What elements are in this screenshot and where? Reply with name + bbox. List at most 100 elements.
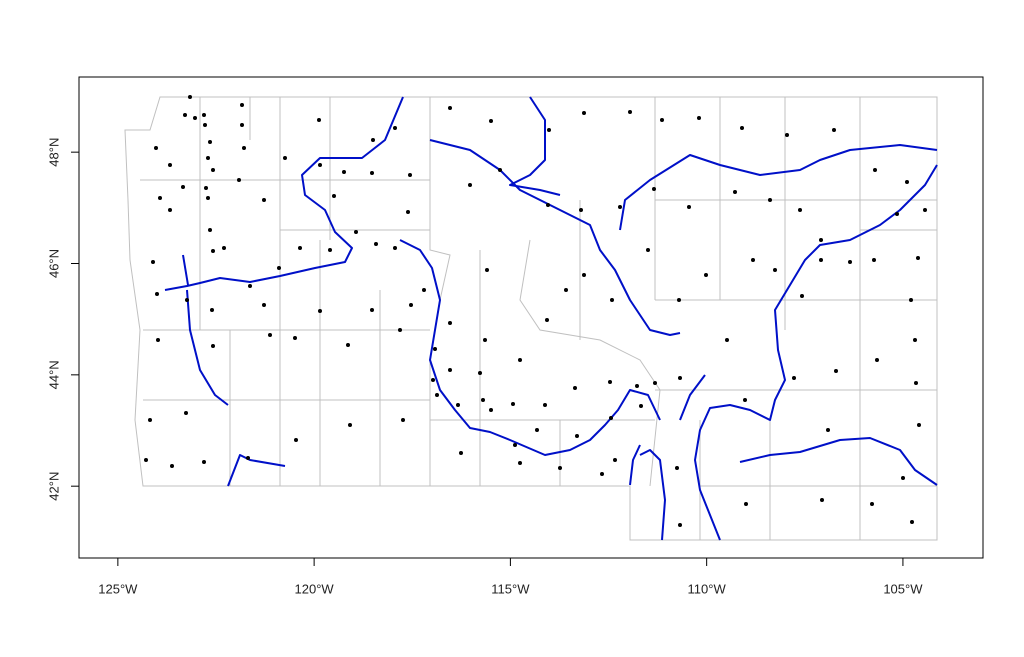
x-tick-label: 120°W [295,581,335,596]
station-dot [564,288,568,292]
station-dot [573,386,577,390]
river [639,449,666,541]
station-dot [518,358,522,362]
station-dot [609,416,613,420]
station-dot [870,502,874,506]
station-dot [332,194,336,198]
station-dot [268,333,272,337]
station-dot [582,273,586,277]
station-dot [768,198,772,202]
station-dot [575,434,579,438]
station-dot [456,403,460,407]
station-dot [826,428,830,432]
station-dot [848,260,852,264]
station-dot [635,384,639,388]
station-dot [608,380,612,384]
station-dot [483,338,487,342]
station-dot [262,198,266,202]
station-dot [181,185,185,189]
river [739,437,938,486]
station-dot [923,208,927,212]
station-dot [248,284,252,288]
river [227,454,286,487]
county-boundaries [124,96,938,541]
station-dot [677,298,681,302]
station-dot [820,498,824,502]
station-dot [653,381,657,385]
station-dot [914,381,918,385]
station-dot [546,203,550,207]
station-dot [872,258,876,262]
station-dot [481,398,485,402]
station-dot [513,443,517,447]
station-dot [875,358,879,362]
station-dot [409,303,413,307]
station-dot [744,502,748,506]
river [164,96,404,291]
station-dot [204,186,208,190]
y-tick-label: 42°N [46,472,61,501]
region-outline [124,96,938,541]
station-dot [203,123,207,127]
river [679,374,706,421]
station-dot [348,423,352,427]
station-dot [628,110,632,114]
station-dot [202,113,206,117]
station-dot [901,476,905,480]
station-dot [154,146,158,150]
station-dot [422,288,426,292]
station-dot [873,168,877,172]
station-dot [246,456,250,460]
station-dot [639,404,643,408]
station-dot [293,336,297,340]
x-tick-label: 105°W [883,581,923,596]
station-dot [435,393,439,397]
station-dot [431,378,435,382]
station-dot [832,128,836,132]
station-dot [155,292,159,296]
station-dot [498,168,502,172]
station-dot [478,371,482,375]
station-dot [733,190,737,194]
station-dot [185,298,189,302]
station-dot [398,328,402,332]
river [399,239,661,456]
station-dot [183,113,187,117]
station-dot [317,118,321,122]
river [629,444,641,486]
station-dot [910,520,914,524]
station-dot [342,170,346,174]
river [619,144,938,231]
station-dot [144,458,148,462]
station-dot [582,111,586,115]
station-dot [468,183,472,187]
station-dot [294,438,298,442]
station-dot [798,208,802,212]
station-dot [834,369,838,373]
station-dot [222,246,226,250]
station-dot [485,268,489,272]
station-dot [242,146,246,150]
station-dot [725,338,729,342]
station-dot [545,318,549,322]
station-dot [895,212,899,216]
station-dot [518,461,522,465]
station-dot [193,116,197,120]
station-dot [489,119,493,123]
state-borders [140,97,937,540]
x-tick-label: 125°W [98,581,138,596]
station-dot [158,196,162,200]
station-dot [208,228,212,232]
station-dot [237,178,241,182]
y-tick-label: 48°N [46,138,61,167]
station-dot [448,321,452,325]
station-dot [393,246,397,250]
station-dot [298,246,302,250]
station-dot [393,126,397,130]
station-dot [800,294,804,298]
station-dot [819,258,823,262]
station-dot [675,466,679,470]
station-dot [371,138,375,142]
river [509,96,561,196]
station-dot [328,248,332,252]
